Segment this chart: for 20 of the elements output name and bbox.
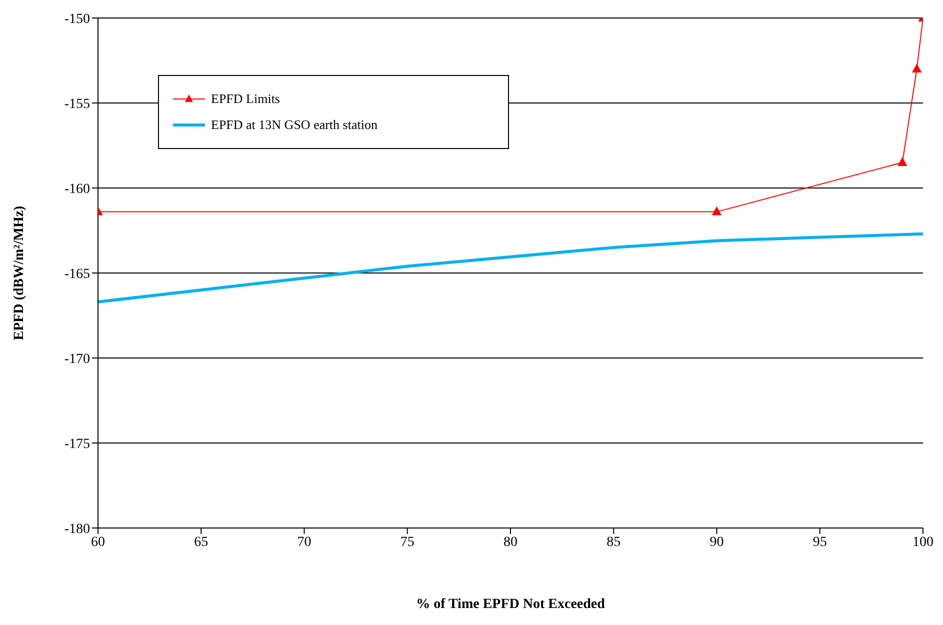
y-tick-label: -165 xyxy=(64,266,90,282)
x-tick-label: 75 xyxy=(400,534,414,550)
x-tick-label: 95 xyxy=(812,534,827,550)
x-tick-label: 70 xyxy=(297,534,312,550)
x-tick-label: 65 xyxy=(194,534,208,550)
y-tick-label: -160 xyxy=(64,182,90,197)
x-tick-label: 80 xyxy=(504,534,518,550)
x-tick-label: 100 xyxy=(912,534,934,550)
y-tick-label: -180 xyxy=(64,522,90,537)
x-axis-title: % of Time EPFD Not Exceeded xyxy=(416,597,606,612)
x-tick-label: 60 xyxy=(91,534,105,550)
legend-label: EPFD at 13N GSO earth station xyxy=(211,116,378,134)
y-tick-label: -175 xyxy=(64,436,90,452)
y-tick-label: -170 xyxy=(64,352,90,367)
y-tick-label: -150 xyxy=(64,12,90,27)
legend-label: EPFD Limits xyxy=(211,90,280,108)
y-axis-title: EPFD (dBW/m²/MHz) xyxy=(12,205,27,340)
x-tick-label: 90 xyxy=(710,534,724,550)
y-tick-label: -155 xyxy=(64,96,90,112)
x-tick-label: 85 xyxy=(606,534,621,550)
